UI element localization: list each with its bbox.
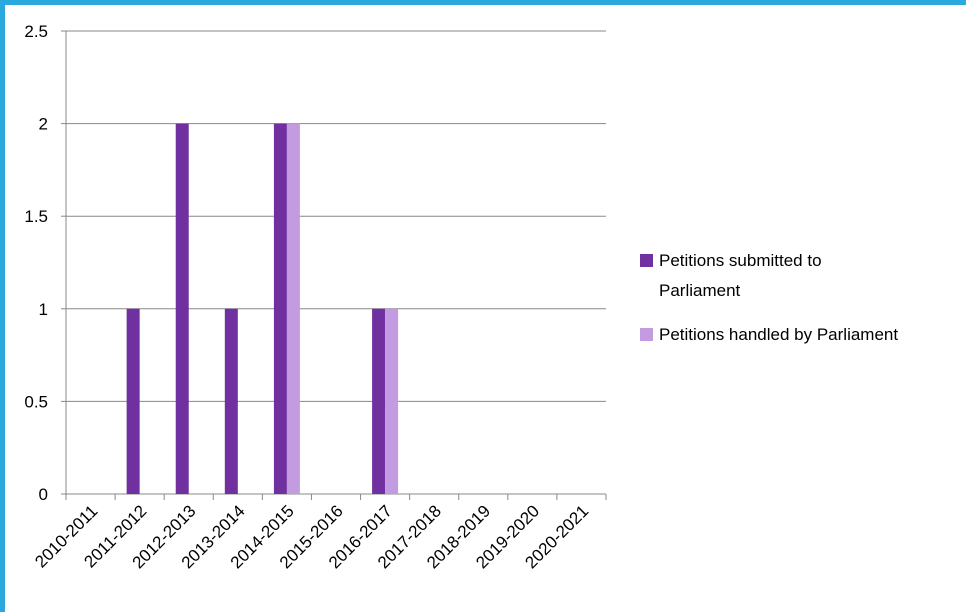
legend-label-handled: Petitions handled by Parliament (659, 325, 898, 344)
y-tick-label: 0.5 (24, 392, 48, 411)
x-tick-labels: 2010-20112011-20122012-20132013-20142014… (31, 501, 592, 572)
bar-submitted (273, 123, 287, 494)
bar-handled (385, 308, 399, 494)
y-tick-label: 0 (39, 485, 48, 504)
y-tick-labels: 0 0.5 1 1.5 2 2.5 (24, 22, 48, 504)
y-tick-label: 2.5 (24, 22, 48, 41)
bar-submitted (175, 123, 189, 494)
bars (126, 123, 399, 494)
y-tick-label: 2 (39, 115, 48, 134)
bar-handled (286, 123, 300, 494)
y-tick-label: 1 (39, 300, 48, 319)
legend-label-submitted-line2: Parliament (659, 281, 741, 300)
gridlines (66, 30, 606, 402)
legend-label-submitted-line1: Petitions submitted to (659, 251, 822, 270)
bar-submitted (224, 308, 238, 494)
legend-swatch-handled (640, 328, 653, 341)
axes (61, 30, 607, 500)
bar-submitted (126, 308, 140, 494)
bar-submitted (372, 308, 386, 494)
legend-swatch-submitted (640, 254, 653, 267)
legend: Petitions submitted to Parliament Petiti… (640, 251, 898, 344)
y-tick-label: 1.5 (24, 207, 48, 226)
